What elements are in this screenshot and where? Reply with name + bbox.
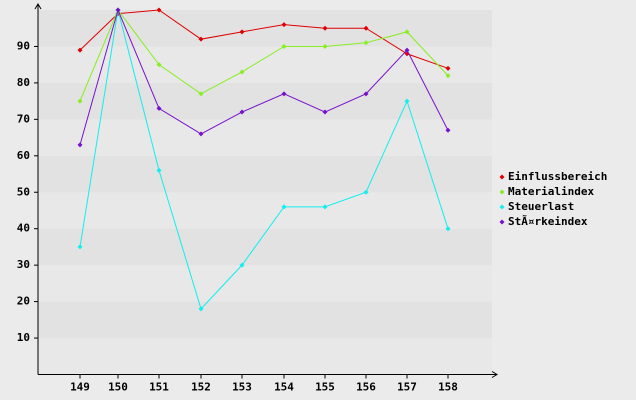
x-tick-label: 156: [356, 381, 376, 394]
data-point: [281, 43, 287, 49]
data-point: [363, 189, 369, 195]
y-tick-label: 20: [17, 295, 30, 308]
data-point: [77, 244, 83, 250]
x-axis-arrow: [491, 371, 498, 378]
data-point: [198, 306, 204, 312]
data-point: [322, 25, 328, 31]
data-point: [239, 29, 245, 35]
legend-marker: [499, 219, 505, 225]
y-tick-label: 80: [17, 76, 30, 89]
data-point: [77, 98, 83, 104]
x-tick-label: 153: [232, 381, 252, 394]
grid-band: [38, 338, 492, 375]
legend-marker: [499, 204, 505, 210]
y-tick-label: 50: [17, 185, 30, 198]
data-point: [198, 91, 204, 97]
y-tick-label: 40: [17, 222, 30, 235]
data-point: [445, 65, 451, 71]
data-point: [363, 91, 369, 97]
data-point: [115, 7, 121, 13]
series-line: [79, 9, 449, 69]
grid-band: [38, 192, 492, 229]
x-tick-label: 152: [191, 381, 211, 394]
data-point: [445, 127, 451, 133]
data-point: [363, 40, 369, 46]
legend-marker: [499, 174, 505, 180]
legend-label: Einflussbereich: [508, 170, 607, 183]
x-tick-label: 158: [438, 381, 458, 394]
legend-label: Steuerlast: [508, 200, 574, 213]
y-tick-label: 60: [17, 149, 30, 162]
x-tick-label: 155: [315, 381, 335, 394]
y-tick-label: 10: [17, 331, 30, 344]
data-point: [198, 36, 204, 42]
x-tick-label: 154: [274, 381, 294, 394]
data-point: [404, 29, 410, 35]
data-point: [198, 131, 204, 137]
series-line: [79, 9, 449, 102]
data-point: [445, 73, 451, 79]
data-point: [77, 47, 83, 53]
data-point: [281, 204, 287, 210]
grid-band: [38, 119, 492, 156]
data-point: [281, 91, 287, 97]
x-tick-label: 157: [397, 381, 417, 394]
x-tick-label: 149: [70, 381, 90, 394]
data-point: [322, 109, 328, 115]
data-point: [239, 69, 245, 75]
data-point: [404, 47, 410, 53]
grid-band: [38, 228, 492, 266]
data-point: [239, 262, 245, 268]
data-point: [281, 22, 287, 28]
x-tick-label: 150: [108, 381, 128, 394]
grid-band: [38, 82, 492, 120]
data-point: [156, 62, 162, 68]
grid-band: [38, 265, 492, 302]
data-point: [77, 142, 83, 148]
grid-band: [38, 46, 492, 83]
y-tick-label: 30: [17, 258, 30, 271]
x-tick-label: 151: [149, 381, 169, 394]
data-point: [445, 226, 451, 232]
data-point: [156, 7, 162, 13]
series-line: [79, 9, 449, 310]
data-point: [404, 98, 410, 104]
series-line: [79, 8, 449, 146]
legend-marker: [499, 189, 505, 195]
grid-band: [38, 301, 492, 339]
data-point: [156, 167, 162, 173]
data-point: [239, 109, 245, 115]
data-point: [156, 105, 162, 111]
data-point: [363, 25, 369, 31]
data-point: [322, 204, 328, 210]
grid-band: [38, 155, 492, 193]
legend-label: Materialindex: [508, 185, 594, 198]
legend-label: StÃ¤rkeindex: [508, 215, 588, 228]
data-point: [322, 43, 328, 49]
y-tick-label: 70: [17, 112, 30, 125]
y-tick-label: 90: [17, 39, 30, 52]
y-axis-arrow: [34, 3, 42, 10]
